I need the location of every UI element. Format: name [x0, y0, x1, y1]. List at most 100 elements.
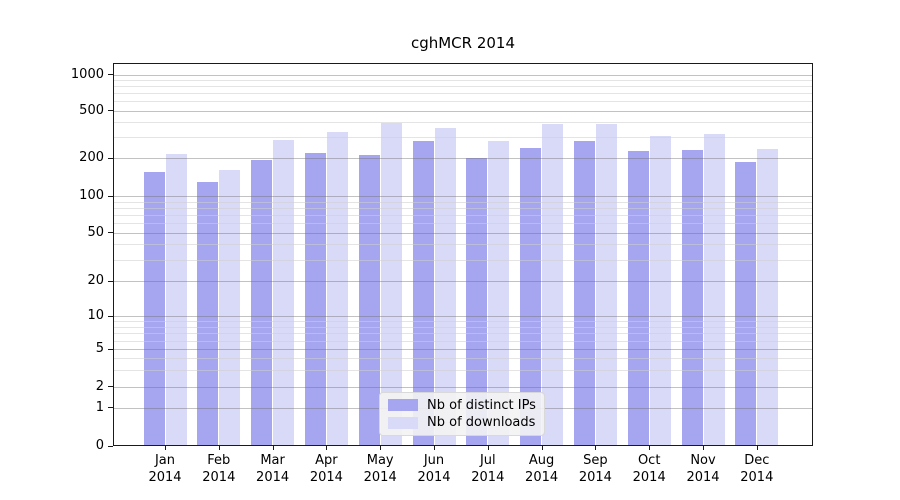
y-tick-mark-500	[108, 110, 113, 111]
gridline-minor-8	[114, 326, 812, 328]
gridline-major-10	[114, 316, 812, 317]
legend-label-downloads: Nb of downloads	[427, 415, 536, 431]
gridline-minor-90	[114, 201, 812, 203]
x-tick-label-apr: Apr 2014	[309, 453, 343, 485]
legend-item-distinct-ips: Nb of distinct IPs	[388, 398, 536, 413]
y-tick-mark-0	[108, 445, 113, 447]
bar-downloads-aug	[542, 123, 564, 446]
y-tick-mark-10	[108, 315, 113, 317]
bar-distinct-ips-feb	[197, 181, 219, 446]
y-tick-label-10: 10	[87, 308, 104, 323]
y-tick-label-0: 0	[95, 438, 104, 453]
bar-downloads-may	[380, 123, 402, 446]
y-tick-mark-200	[108, 157, 113, 159]
gridline-minor-60	[114, 223, 812, 225]
gridline-major-100	[114, 196, 812, 197]
legend-item-downloads: Nb of downloads	[388, 415, 536, 430]
gridline-minor-800	[114, 86, 812, 88]
gridline-major-5	[114, 349, 812, 351]
chart-title: cghMCR 2014	[410, 34, 516, 52]
x-tick-label-oct: Oct 2014	[632, 453, 666, 485]
y-tick-label-1000: 1000	[70, 66, 104, 82]
x-tick-label-sep: Sep 2014	[578, 453, 612, 485]
bar-downloads-feb	[219, 170, 241, 446]
bar-downloads-nov	[703, 134, 725, 446]
gridline-minor-30	[114, 259, 812, 261]
gridline-minor-700	[114, 93, 812, 95]
gridline-minor-900	[114, 79, 812, 81]
bar-downloads-apr	[326, 131, 348, 446]
y-tick-label-5: 5	[95, 341, 104, 357]
gridline-minor-300	[114, 137, 812, 139]
gridline-minor-7	[114, 333, 812, 335]
gridline-minor-6	[114, 340, 812, 342]
gridline-minor-3	[114, 370, 812, 372]
bar-downloads-jul	[488, 141, 510, 446]
x-tick-label-nov: Nov 2014	[686, 453, 720, 485]
bar-downloads-mar	[273, 139, 295, 446]
x-tick-mark-may	[380, 446, 382, 450]
x-tick-label-may: May 2014	[363, 453, 397, 485]
bar-downloads-oct	[649, 135, 671, 446]
x-tick-label-mar: Mar 2014	[256, 453, 290, 485]
x-tick-mark-oct	[649, 446, 651, 450]
gridline-minor-600	[114, 101, 812, 103]
y-tick-mark-100	[108, 195, 113, 197]
y-tick-mark-1000	[108, 74, 113, 75]
x-tick-mark-feb	[218, 446, 220, 450]
y-tick-mark-5	[108, 348, 113, 350]
x-tick-mark-sep	[595, 446, 597, 450]
y-tick-label-20: 20	[87, 273, 104, 288]
y-tick-mark-50	[108, 232, 113, 234]
gridline-minor-40	[114, 244, 812, 246]
bar-distinct-ips-mar	[251, 160, 273, 446]
legend-swatch-distinct-ips	[388, 399, 418, 412]
x-tick-label-jul: Jul 2014	[471, 453, 505, 485]
bar-distinct-ips-jun	[412, 141, 434, 446]
gridline-major-50	[114, 232, 812, 234]
bar-downloads-sep	[595, 124, 617, 446]
y-tick-mark-2	[108, 386, 113, 388]
x-tick-label-jun: Jun 2014	[417, 453, 451, 485]
x-tick-mark-nov	[703, 446, 704, 450]
x-tick-mark-jun	[434, 446, 435, 450]
x-tick-mark-apr	[326, 446, 328, 450]
x-tick-mark-jan	[165, 446, 166, 450]
gridline-major-1000	[114, 74, 812, 76]
bar-distinct-ips-oct	[627, 150, 649, 446]
gridline-major-20	[114, 281, 812, 282]
gridline-major-2	[114, 386, 812, 388]
x-tick-label-aug: Aug 2014	[525, 453, 559, 485]
gridline-major-500	[114, 110, 812, 112]
bar-downloads-jan	[165, 153, 187, 446]
y-tick-label-100: 100	[79, 188, 104, 203]
y-tick-mark-20	[108, 280, 113, 282]
gridline-minor-70	[114, 214, 812, 216]
bar-distinct-ips-nov	[681, 149, 703, 446]
bar-distinct-ips-dec	[735, 161, 757, 446]
gridline-minor-9	[114, 321, 812, 323]
x-tick-label-dec: Dec 2014	[740, 453, 774, 485]
x-tick-mark-aug	[541, 446, 543, 450]
y-tick-mark-1	[108, 407, 113, 409]
x-tick-label-feb: Feb 2014	[202, 453, 236, 485]
x-tick-mark-mar	[272, 446, 274, 450]
gridline-minor-400	[114, 122, 812, 124]
bar-distinct-ips-jan	[143, 172, 165, 446]
x-tick-label-jan: Jan 2014	[148, 453, 182, 485]
legend-swatch-downloads	[388, 416, 418, 429]
legend: Nb of distinct IPs Nb of downloads	[379, 392, 545, 436]
y-tick-label-200: 200	[79, 150, 104, 166]
gridline-minor-4	[114, 358, 812, 360]
bar-distinct-ips-aug	[520, 147, 542, 446]
y-tick-label-1: 1	[95, 399, 104, 415]
legend-label-distinct-ips: Nb of distinct IPs	[427, 397, 536, 413]
y-tick-label-500: 500	[79, 102, 104, 118]
gridline-minor-80	[114, 207, 812, 209]
bar-downloads-jun	[434, 128, 456, 446]
gridline-major-200	[114, 158, 812, 160]
bar-downloads-dec	[757, 149, 779, 446]
y-tick-label-2: 2	[95, 378, 104, 394]
bar-distinct-ips-apr	[304, 152, 326, 446]
